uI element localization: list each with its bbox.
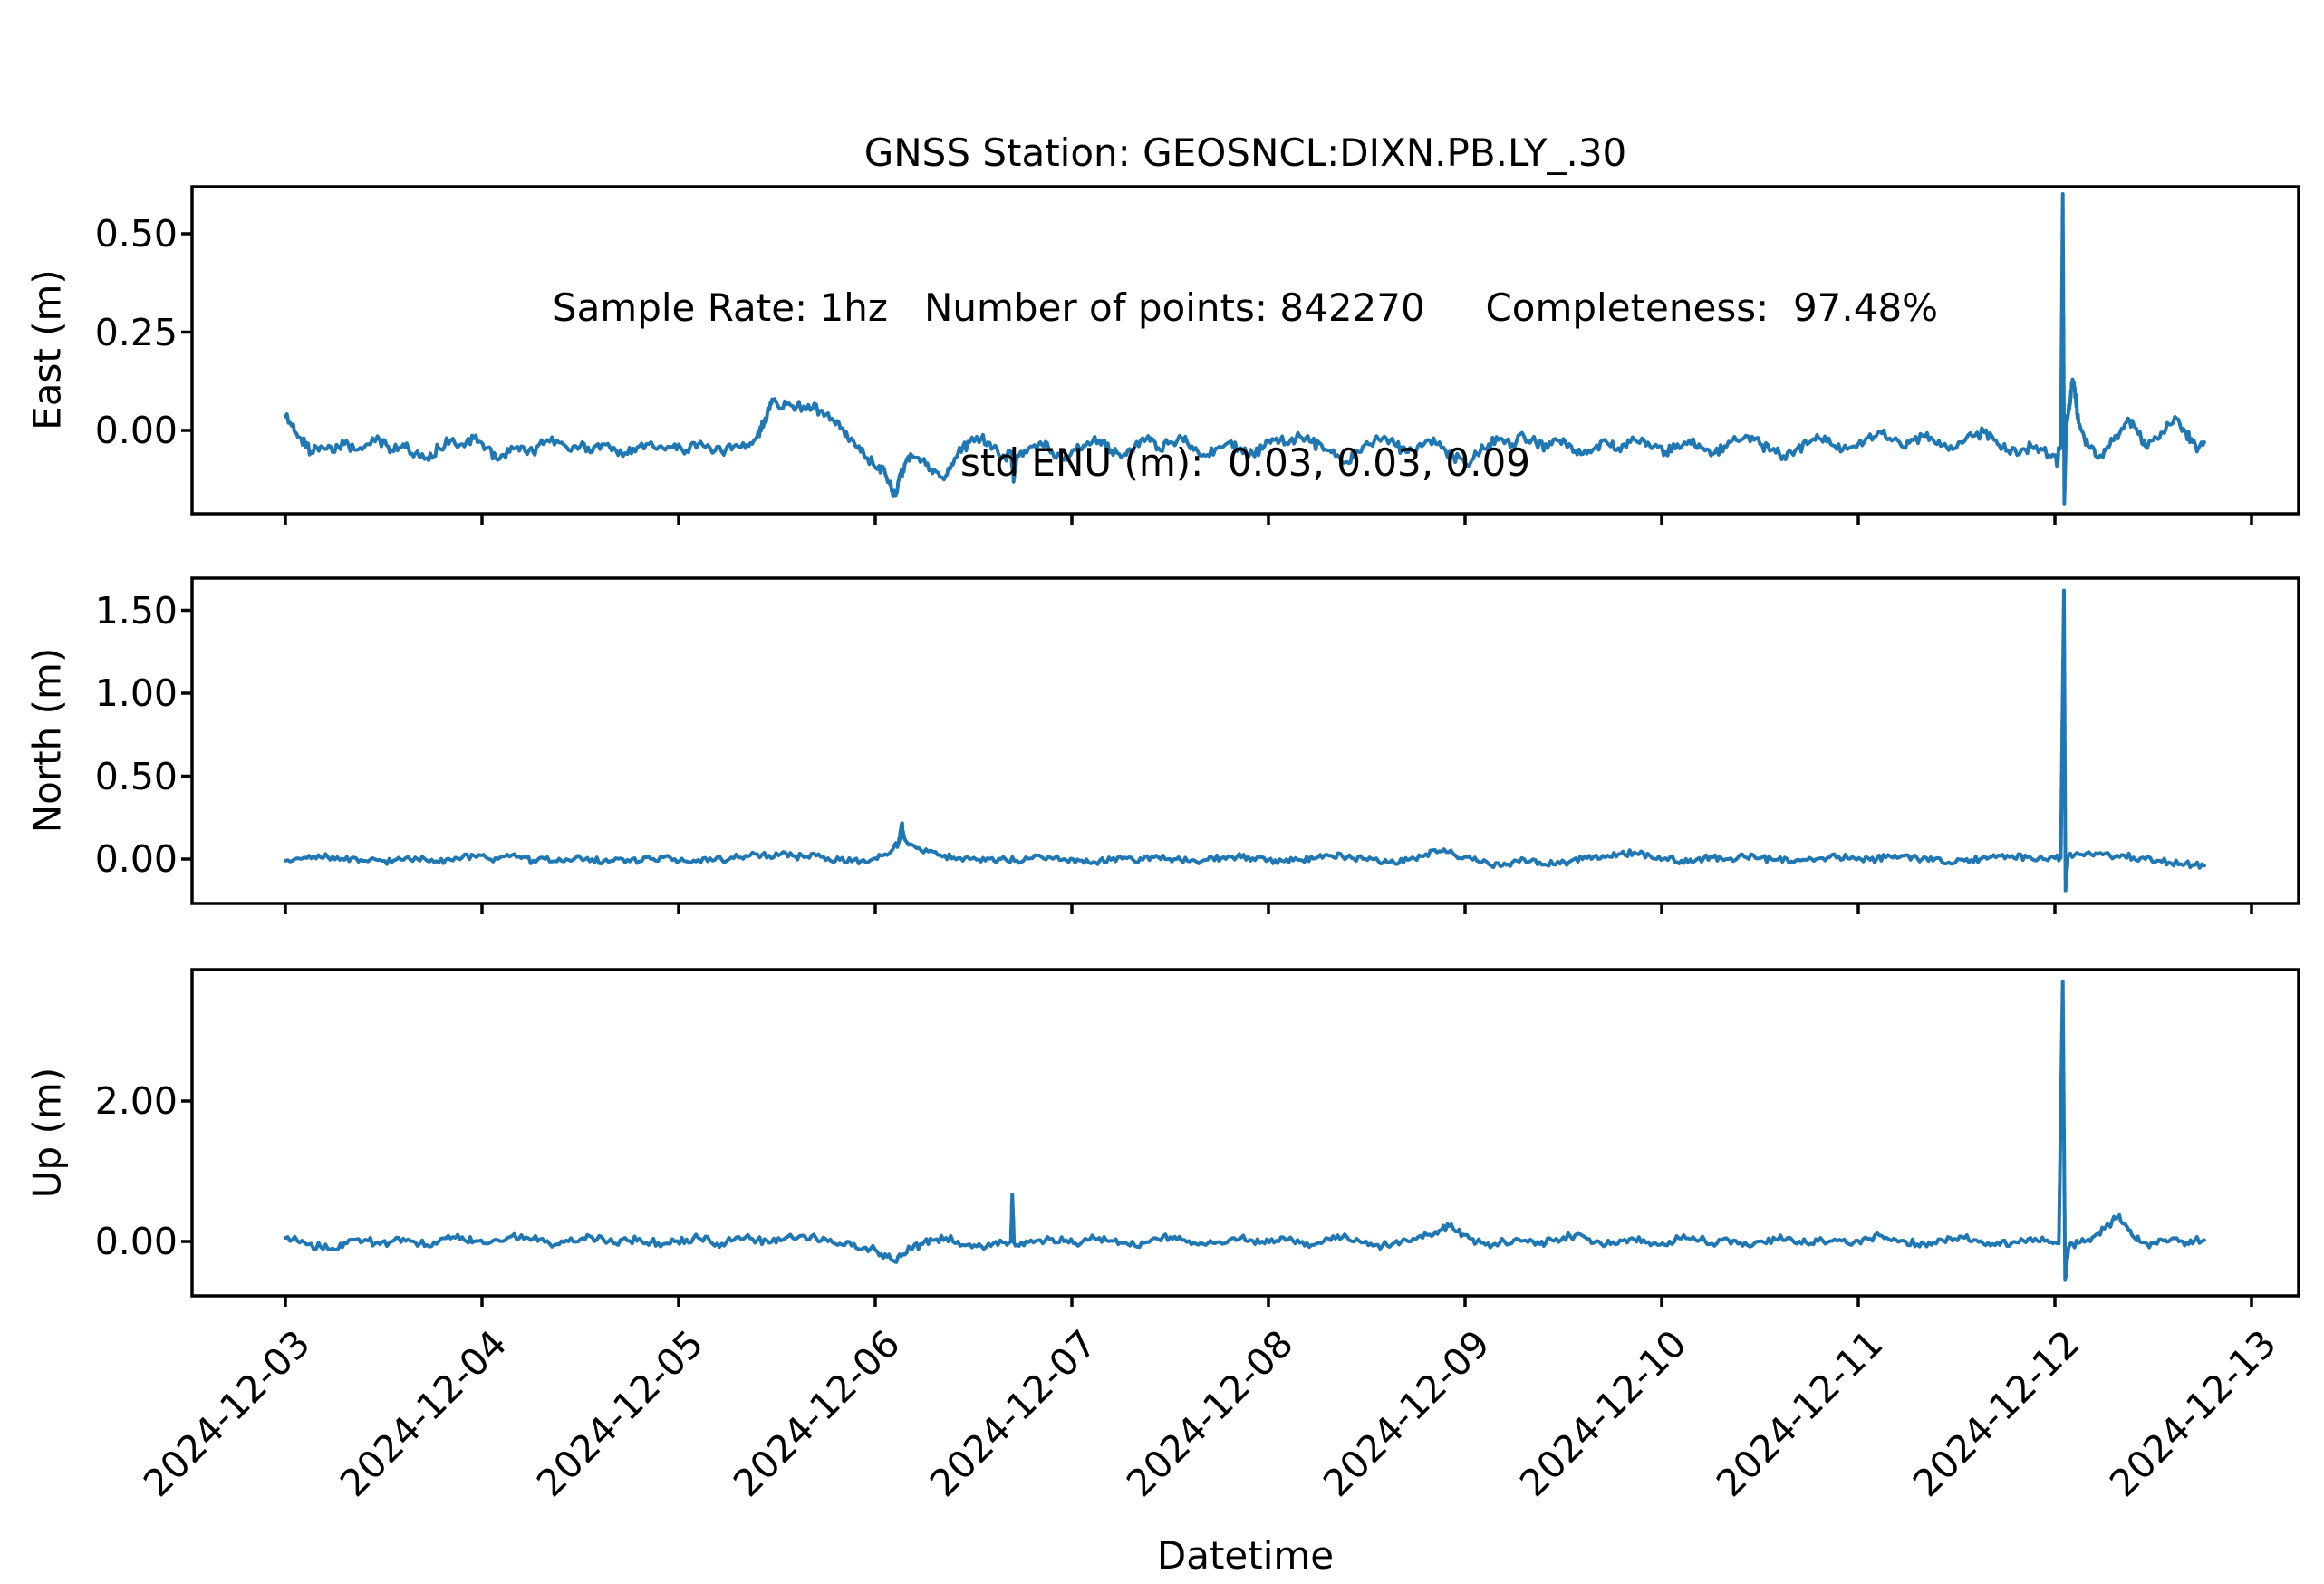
north-ytick-label: 1.50: [94, 588, 178, 633]
east-trace: [284, 192, 2206, 506]
north-trace: [284, 588, 2206, 893]
north-ytick-label: 0.00: [94, 837, 178, 881]
up-ytick-label: 2.00: [94, 1079, 178, 1123]
north-axes-frame: [190, 576, 2300, 905]
up-ytick-label: 0.00: [94, 1220, 178, 1263]
figure-title-block: GNSS Station: GEOSNCL:DIXN.PB.LY_.30 Sam…: [192, 24, 2299, 592]
up-trace: [284, 980, 2206, 1282]
east-axes-frame: [190, 185, 2300, 516]
title-line-2: Sample Rate: 1hz Number of points: 84227…: [552, 285, 1939, 330]
east-ytick-label: 0.50: [94, 212, 178, 256]
east-ytick-label: 0.00: [94, 409, 178, 452]
north-ytick-label: 0.50: [94, 754, 178, 798]
up-axes-frame: [190, 968, 2300, 1298]
north-ytick-label: 1.00: [94, 671, 178, 715]
x-axis-label: Datetime: [1156, 1533, 1335, 1578]
title-line-3: std ENU (m): 0.03, 0.03, 0.09: [960, 440, 1530, 485]
east-ytick-label: 0.25: [94, 310, 178, 354]
title-line-1: GNSS Station: GEOSNCL:DIXN.PB.LY_.30: [863, 130, 1627, 175]
